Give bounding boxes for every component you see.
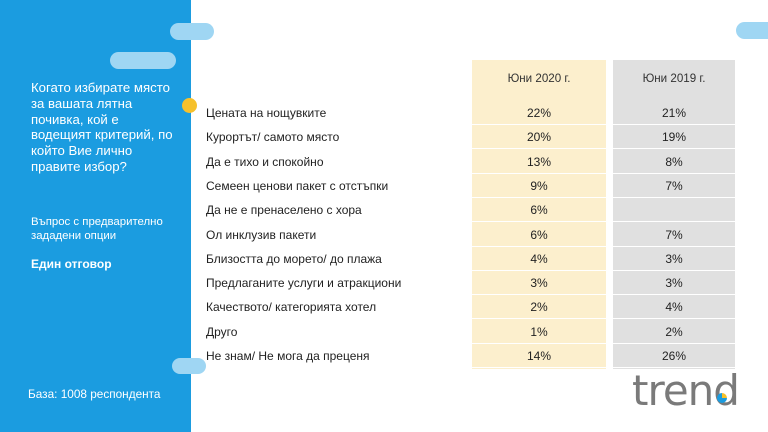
value-2019: 8% <box>665 154 683 169</box>
bullet-dot <box>182 98 197 113</box>
row-divider <box>472 318 735 320</box>
row-divider <box>472 221 735 223</box>
table-row: Да е тихо и спокойно 13% 8% <box>206 150 735 174</box>
row-divider <box>472 294 735 296</box>
row-label: Близостта до морето/ до плажа <box>206 251 382 266</box>
value-2020: 4% <box>530 251 548 266</box>
row-label: Да не е пренаселено с хора <box>206 203 362 218</box>
value-2020: 1% <box>530 324 548 339</box>
table-row: Близостта до морето/ до плажа 4% 3% <box>206 247 735 271</box>
row-divider <box>472 367 735 368</box>
row-label: Предлаганите услуги и атракциони <box>206 276 402 291</box>
row-divider <box>472 342 735 344</box>
question-text: Когато избирате място за вашата лятна по… <box>31 80 173 174</box>
table-row: Предлаганите услуги и атракциони 3% 3% <box>206 271 735 296</box>
value-2019: 3% <box>665 276 683 291</box>
answer-type: Един отговор <box>31 257 112 271</box>
value-2019: 7% <box>665 178 683 193</box>
value-2020: 3% <box>530 276 548 291</box>
logo-dot-icon <box>717 393 727 403</box>
trend-logo: trend <box>632 366 740 415</box>
sample-base: База: 1008 респондента <box>28 387 161 401</box>
table-row: Друго 1% 2% <box>206 320 735 344</box>
value-2020: 20% <box>526 130 552 145</box>
sidebar-panel: Когато избирате място за вашата лятна по… <box>0 0 214 432</box>
value-2019: 26% <box>661 349 687 363</box>
row-divider <box>472 172 735 174</box>
row-label: Друго <box>206 324 238 339</box>
decorative-pill <box>172 358 206 374</box>
value-2020: 13% <box>526 154 552 169</box>
question-note: Въпрос с предварително зададени опции <box>31 216 163 242</box>
table-row: Семеен ценови пакет с отстъпки 9% 7% <box>206 174 735 198</box>
column-2020-background <box>472 60 606 369</box>
value-2020: 22% <box>526 106 552 120</box>
row-divider <box>472 269 735 271</box>
row-divider <box>472 245 735 247</box>
value-2020: 6% <box>530 203 548 218</box>
row-divider <box>472 148 735 150</box>
row-label: Да е тихо и спокойно <box>206 154 324 169</box>
decorative-pill <box>170 23 214 40</box>
row-label: Ол инклузив пакети <box>206 227 317 242</box>
value-2019: 19% <box>661 130 687 145</box>
table-row: Цената на нощувките 22% 21% <box>206 101 735 125</box>
value-2019: 21% <box>661 106 687 120</box>
value-2019: 7% <box>665 227 683 242</box>
table-row: Ол инклузив пакети 6% 7% <box>206 223 735 247</box>
row-label: Курортът/ самото място <box>206 130 340 145</box>
value-2019: 4% <box>665 300 683 315</box>
column-header-2020: Юни 2020 г. <box>507 72 571 85</box>
value-2020: 14% <box>526 349 552 363</box>
table-row: Курортът/ самото място 20% 19% <box>206 125 735 150</box>
row-label: Цената на нощувките <box>206 106 327 120</box>
value-2020: 6% <box>530 227 548 242</box>
value-2020: 2% <box>530 300 548 315</box>
row-label: Семеен ценови пакет с отстъпки <box>206 178 389 193</box>
value-2019: 2% <box>665 324 683 339</box>
row-divider <box>472 196 735 198</box>
table-row: Качеството/ категорията хотел 2% 4% <box>206 295 735 320</box>
row-label: Не знам/ Не мога да преценя <box>206 349 370 363</box>
column-2019-background <box>613 60 735 369</box>
decorative-pill <box>110 52 176 69</box>
decorative-pill <box>736 22 768 39</box>
row-divider <box>472 124 735 125</box>
table-row: Да не е пренаселено с хора 6% <box>206 198 735 223</box>
table-row: Не знам/ Не мога да преценя 14% 26% <box>206 344 735 368</box>
value-2019: 3% <box>665 251 683 266</box>
column-header-2019: Юни 2019 г. <box>642 72 706 85</box>
value-2020: 9% <box>530 178 548 193</box>
row-label: Качеството/ категорията хотел <box>206 300 377 315</box>
